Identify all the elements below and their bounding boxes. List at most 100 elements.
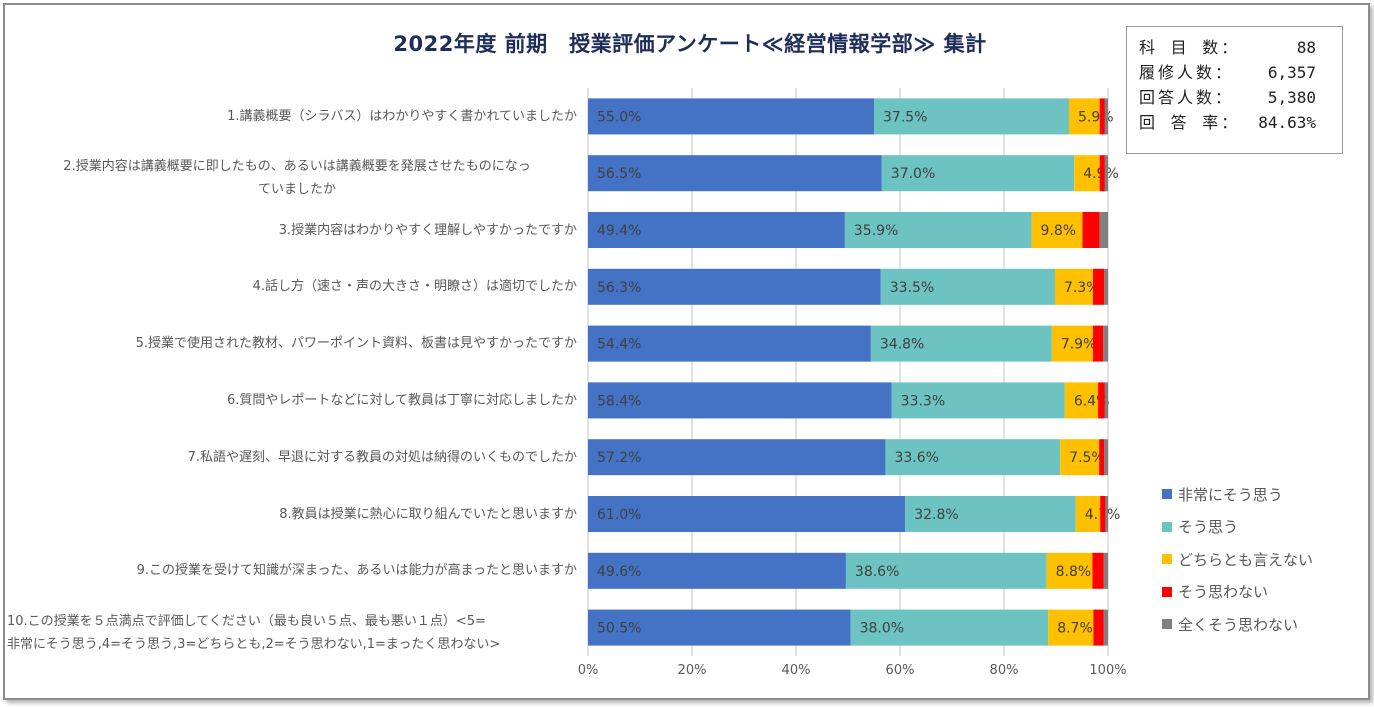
data-label: 54.4% — [597, 337, 641, 353]
bar-segment — [1060, 439, 1100, 476]
bar-segment — [1099, 212, 1108, 248]
bar-segment — [1105, 496, 1108, 532]
bar-segment — [1093, 609, 1104, 646]
category-label-line: 非常にそう思う,4=そう思う,3=どちらとも,2=そう思わない,1=まったく思わ… — [7, 636, 501, 652]
legend-item: どちらとも言えない — [1162, 543, 1313, 576]
data-label: 33.5% — [890, 280, 934, 296]
legend-item: 非常にそう思う — [1162, 478, 1313, 511]
bar-segment — [1104, 268, 1108, 305]
x-tick-label: 0% — [577, 663, 599, 678]
data-label: 50.5% — [597, 621, 641, 637]
bar-segment — [1104, 382, 1108, 419]
legend-label: 非常にそう思う — [1178, 485, 1283, 504]
bar-segment — [1074, 155, 1100, 192]
bar-segment — [1092, 325, 1104, 362]
x-tick-label: 20% — [677, 663, 707, 678]
bar-segment — [874, 98, 1069, 135]
legend-label: そう思う — [1178, 518, 1239, 537]
legend-swatch — [1162, 586, 1172, 597]
category-label: 4.話し方（速さ・声の大きさ・明瞭さ）は適切でしたか — [253, 275, 577, 298]
bar-segment — [1092, 552, 1104, 589]
bar-segment — [588, 155, 882, 192]
stats-row-response-rate: 回 答 率： 84.63% — [1139, 111, 1334, 135]
bar-segment — [881, 155, 1075, 192]
x-tick-label: 40% — [781, 663, 811, 678]
bar-segment — [588, 382, 892, 419]
data-label: 5.9% — [1078, 109, 1114, 125]
data-label: 57.2% — [597, 450, 641, 466]
bar-segment — [885, 439, 1061, 476]
stats-box: 科 目 数： 88 履修人数： 6,357 回答人数： 5,380 回 答 率：… — [1126, 26, 1343, 154]
data-label: 33.3% — [901, 393, 945, 409]
bar-segment — [1046, 552, 1093, 589]
bar-segment — [1069, 98, 1100, 135]
bar-segment — [588, 212, 845, 248]
legend-label: どちらとも言えない — [1178, 550, 1314, 569]
stats-row-courses: 科 目 数： 88 — [1139, 36, 1334, 60]
data-label: 37.0% — [891, 166, 935, 182]
bar-segment — [588, 552, 846, 589]
category-label-line: 2.授業内容は講義概要に即したもの、あるいは講義概要を発展させたものになっ — [63, 159, 531, 175]
legend-label: 全くそう思わない — [1178, 615, 1299, 634]
data-label: 61.0% — [597, 507, 641, 523]
category-label: 3.授業内容はわかりやすく理解しやすかったですか — [279, 219, 577, 242]
bar-segment — [1099, 98, 1105, 135]
bar-segment — [1098, 382, 1105, 419]
bar-segment — [1104, 98, 1108, 135]
category-label: 5.授業で使用された教材、パワーポイント資料、板書は見やすかったですか — [136, 332, 577, 355]
category-label-line: 1.講義概要（シラバス）はわかりやすく書かれていましたか — [227, 108, 577, 124]
data-label: 9.8% — [1041, 223, 1077, 239]
legend: 非常にそう思う そう思うどちらとも言えないそう思わない全くそう思わない — [1162, 478, 1313, 641]
bar-segment — [1075, 496, 1101, 532]
category-label: 6.質問やレポートなどに対して教員は丁寧に対応しましたか — [227, 389, 577, 412]
stats-value: 5,380 — [1267, 88, 1316, 107]
bar-segment — [588, 496, 906, 532]
bar-segment — [1103, 325, 1108, 362]
legend-swatch — [1162, 554, 1172, 565]
x-tick-label: 60% — [885, 663, 915, 678]
bar-segment — [845, 552, 1047, 589]
data-label: 56.3% — [597, 280, 641, 296]
bar-segment — [1103, 552, 1108, 589]
category-label-line: 6.質問やレポートなどに対して教員は丁寧に対応しましたか — [226, 392, 577, 408]
data-label: 32.8% — [914, 507, 958, 523]
data-label: 7.5% — [1069, 450, 1105, 466]
data-label: 33.6% — [894, 450, 938, 466]
category-label-line: 5.授業で使用された教材、パワーポイント資料、板書は見やすかったですか — [135, 336, 577, 352]
legend-item: そう思わない — [1162, 576, 1313, 609]
data-label: 58.4% — [597, 393, 641, 409]
bar-segment — [1051, 325, 1093, 362]
bar-segment — [588, 325, 871, 362]
data-label: 55.0% — [597, 109, 641, 125]
bar-segment — [588, 609, 851, 646]
data-label: 8.7% — [1057, 621, 1093, 637]
category-label-line: 9.この授業を受けて知識が深まった、あるいは能力が高まったと思いますか — [136, 563, 577, 579]
x-tick-label: 80% — [989, 663, 1019, 678]
bar-segment — [1092, 268, 1105, 305]
category-label-line: ていましたか — [257, 182, 336, 198]
bar-segment — [891, 382, 1065, 419]
legend-swatch — [1162, 521, 1172, 532]
stats-value: 84.63% — [1258, 113, 1316, 132]
bar-segment — [1103, 609, 1108, 646]
bar-segment — [588, 98, 874, 135]
data-label: 38.6% — [855, 564, 899, 580]
bar-segment — [1031, 212, 1083, 248]
legend-swatch — [1162, 489, 1172, 500]
stats-label: 科 目 数： — [1139, 38, 1241, 57]
data-label: 49.6% — [597, 564, 641, 580]
data-label: 7.3% — [1064, 280, 1100, 296]
category-label-line: 3.授業内容はわかりやすく理解しやすかったですか — [278, 222, 577, 238]
stats-value: 6,357 — [1267, 63, 1316, 82]
category-label: 7.私語や遅刻、早退に対する教員の対処は納得のいくものでしたか — [188, 446, 577, 469]
bar-segment — [850, 609, 1049, 646]
bar-segment — [1104, 439, 1108, 476]
data-label: 37.5% — [883, 109, 927, 125]
category-label: 1.講義概要（シラバス）はわかりやすく書かれていましたか — [227, 105, 577, 128]
stats-row-respondents: 回答人数： 5,380 — [1139, 86, 1334, 110]
legend-swatch — [1162, 619, 1172, 630]
category-label: 9.この授業を受けて知識が深まった、あるいは能力が高まったと思いますか — [137, 559, 577, 582]
bar-segment — [1064, 382, 1099, 419]
data-label: 7.9% — [1061, 337, 1097, 353]
